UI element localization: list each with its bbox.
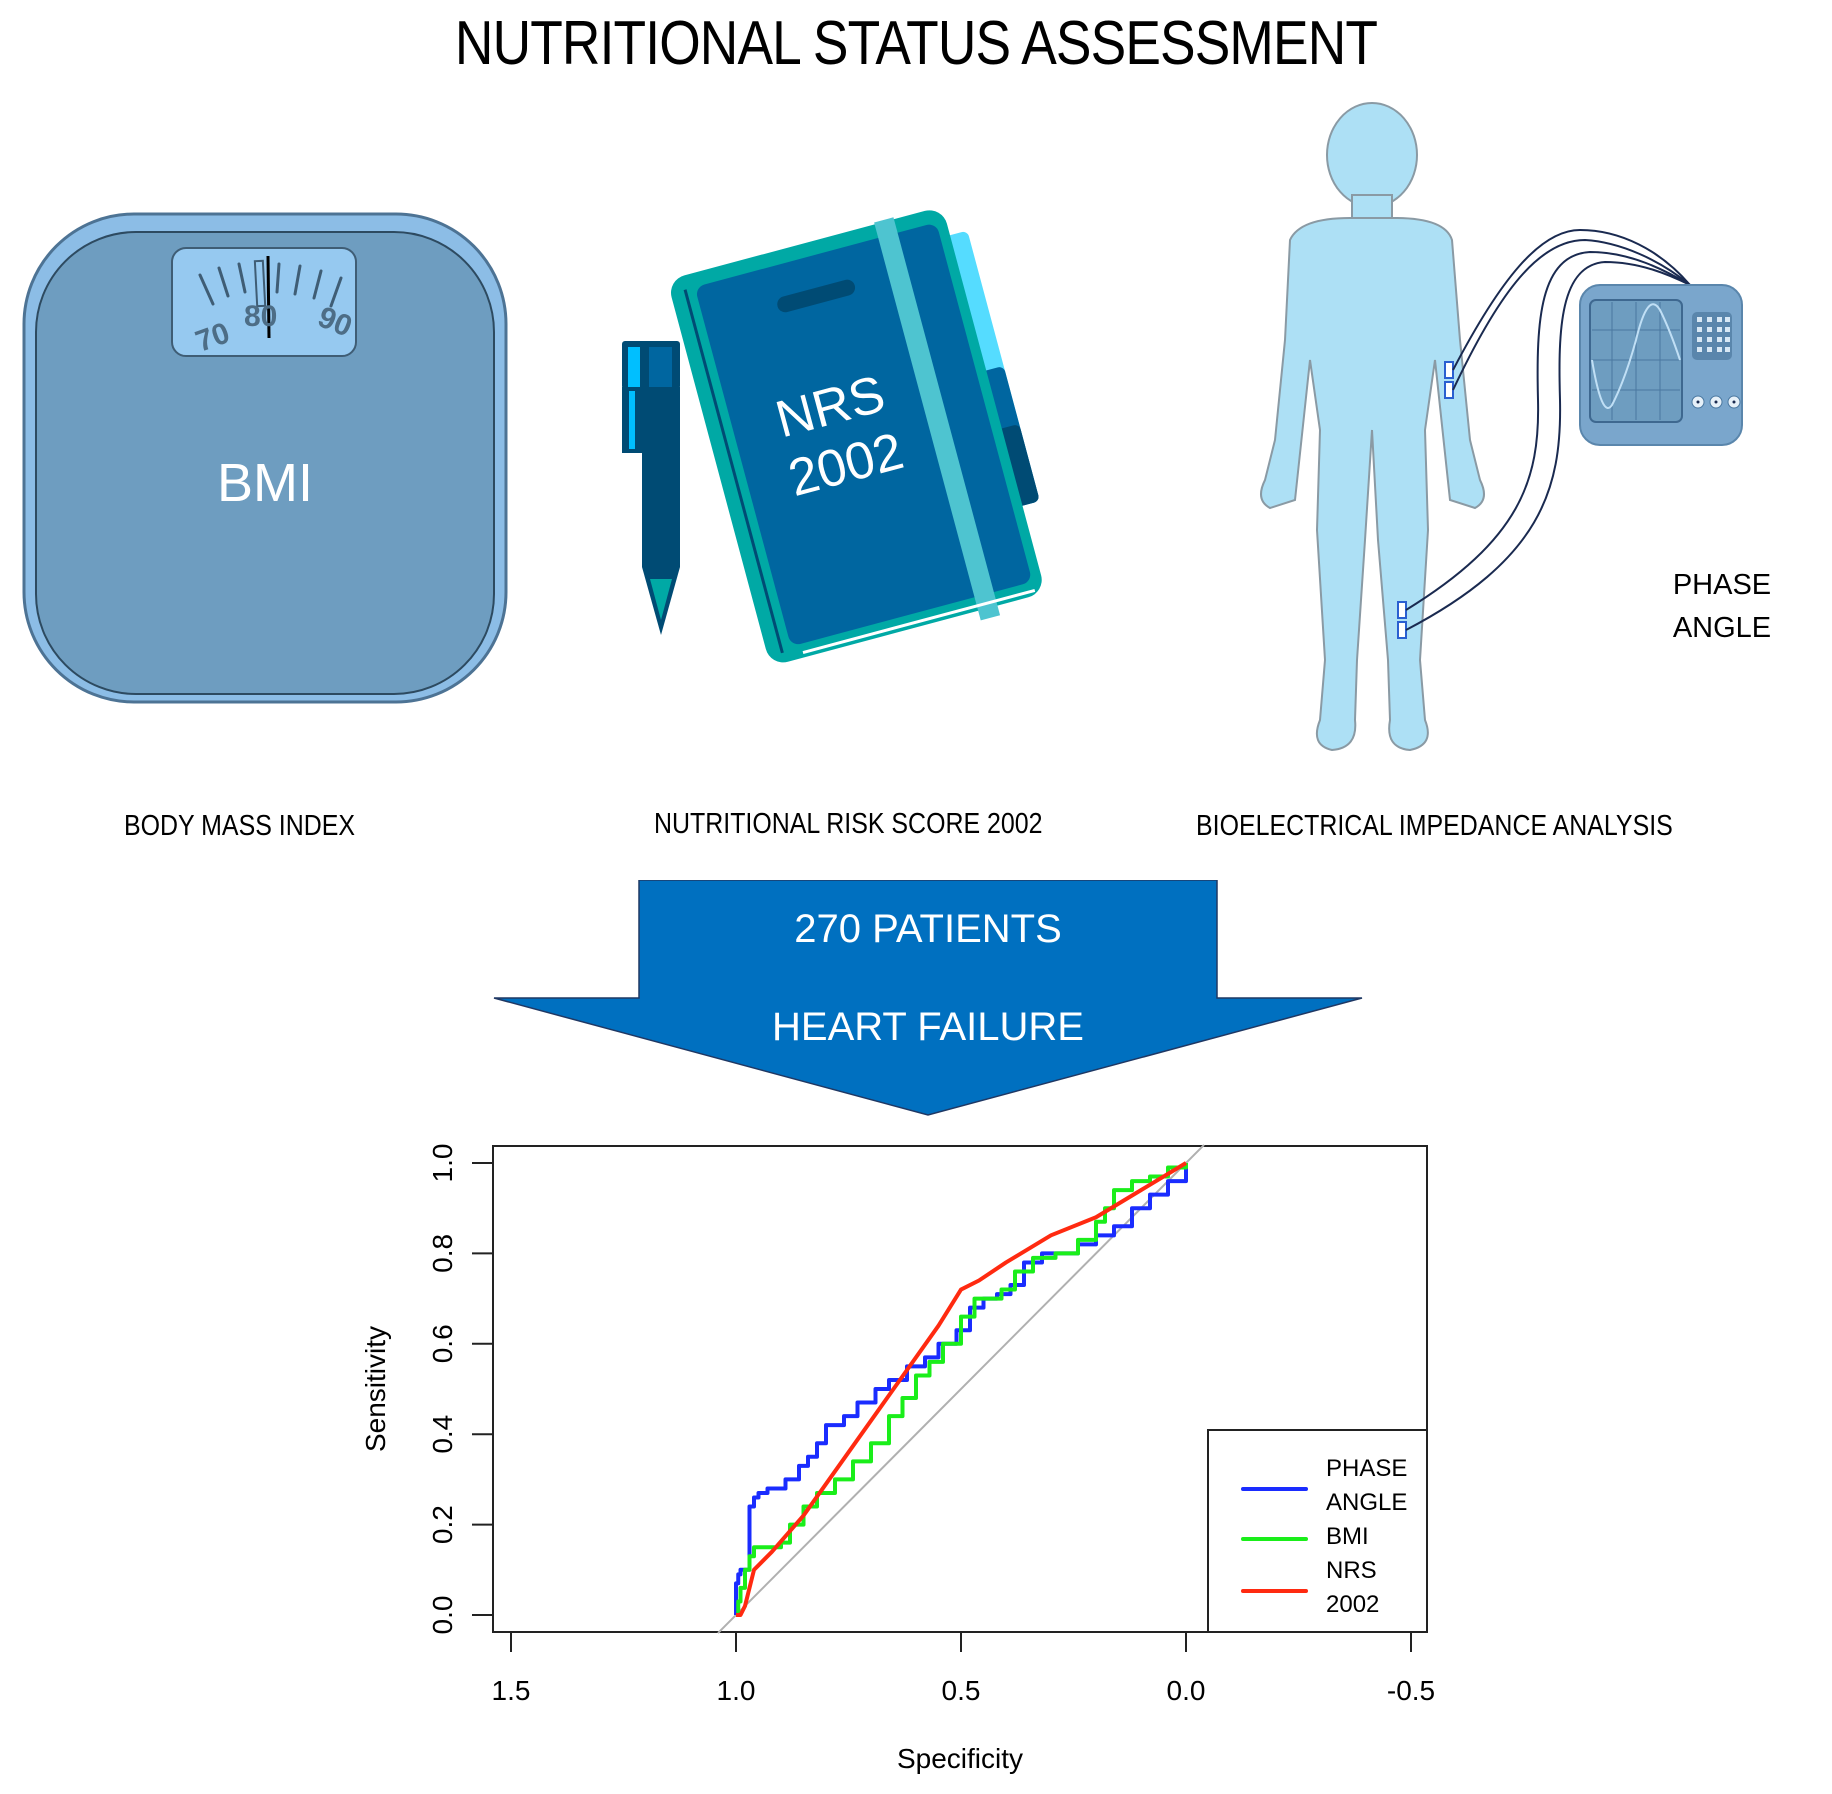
- y-axis-label: Sensitivity: [360, 1326, 391, 1452]
- device-label-line1: PHASE: [1673, 569, 1771, 601]
- chart-legend: PHASE ANGLE BMI NRS 2002: [1207, 1429, 1428, 1633]
- legend-bmi: BMI: [1326, 1523, 1369, 1550]
- roc-curve-phase-angle: [734, 1163, 1188, 1615]
- cohort-arrow: 270 PATIENTS HEART FAILURE: [490, 879, 1370, 1120]
- roc-curve-nrs-2002: [736, 1161, 1188, 1617]
- notebook-and-pen-icon: NRS 2002: [600, 195, 1120, 665]
- x-axis-label: Specificity: [897, 1743, 1023, 1774]
- scale-dial: 70 80 90: [171, 247, 357, 359]
- x-tick-label: 0.5: [942, 1675, 981, 1706]
- impedance-analyzer-device: [1579, 284, 1743, 446]
- y-tick-label: 0.4: [427, 1415, 458, 1454]
- x-tick-label: -0.5: [1387, 1675, 1435, 1706]
- electrode-wires: [1405, 228, 1691, 631]
- bathroom-scale-icon: 70 80 90 BMI: [20, 208, 510, 708]
- label-bioelectrical-impedance: BIOELECTRICAL IMPEDANCE ANALYSIS: [1196, 810, 1673, 842]
- y-tick-label: 0.2: [427, 1505, 458, 1544]
- legend-phase-angle-line1: PHASE: [1326, 1455, 1407, 1482]
- x-tick-label: 1.5: [492, 1675, 531, 1706]
- roc-chart: 0.0 0.2 0.4 0.6 0.8 1.0 1.5 1.0 0.5 0.0 -0.5 PHASE…: [340, 1130, 1480, 1789]
- body-with-impedance-analyzer-icon: PHASE ANGLE: [1240, 100, 1830, 780]
- y-tick-label: 1.0: [427, 1144, 458, 1183]
- roc-curve-bmi: [736, 1163, 1188, 1617]
- x-tick-label: 1.0: [717, 1675, 756, 1706]
- label-nutritional-risk-score: NUTRITIONAL RISK SCORE 2002: [654, 808, 1043, 840]
- page-title: NUTRITIONAL STATUS ASSESSMENT: [454, 9, 1378, 78]
- pen-icon: [622, 341, 680, 635]
- legend-nrs-line2: 2002: [1326, 1591, 1379, 1618]
- y-tick-label: 0.6: [427, 1324, 458, 1363]
- legend-nrs-line1: NRS: [1326, 1557, 1377, 1584]
- svg-text:80: 80: [244, 300, 277, 333]
- legend-phase-angle-line2: ANGLE: [1326, 1489, 1407, 1516]
- human-body-icon: [1260, 102, 1485, 752]
- x-tick-label: 0.0: [1167, 1675, 1206, 1706]
- condition-text: HEART FAILURE: [772, 1005, 1084, 1049]
- y-tick-label: 0.0: [427, 1596, 458, 1635]
- bmi-icon-text: BMI: [217, 453, 313, 513]
- device-label-line2: ANGLE: [1673, 612, 1771, 644]
- label-body-mass-index: BODY MASS INDEX: [124, 810, 355, 842]
- notebook-icon: NRS 2002: [670, 210, 1042, 663]
- patient-count-text: 270 PATIENTS: [794, 907, 1062, 951]
- y-tick-label: 0.8: [427, 1234, 458, 1273]
